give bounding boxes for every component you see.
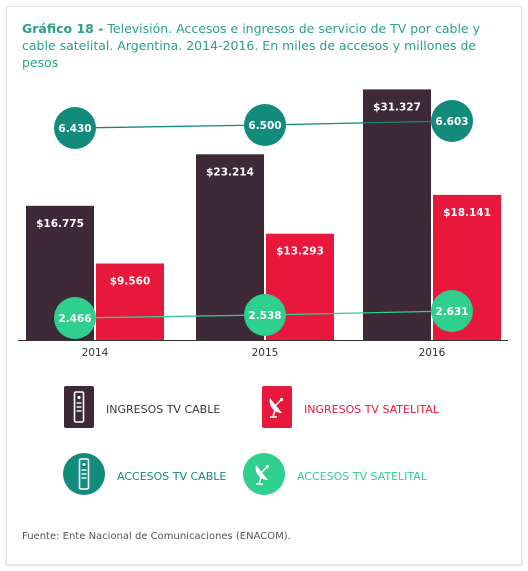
point-value-label: 2.466 [58, 313, 91, 325]
legend-item-ingresos-tv-cable: INGRESOS TV CABLE [64, 386, 220, 432]
cable-box-icon [63, 453, 105, 499]
line-point [54, 107, 96, 149]
point-value-label: 6.430 [58, 123, 91, 135]
x-tick-label: 2016 [419, 347, 446, 359]
legend-label: ACCESOS TV CABLE [117, 469, 227, 483]
bar-value-label: $9.560 [110, 276, 151, 288]
line-point [54, 297, 96, 339]
satellite-dish-icon [243, 453, 285, 499]
line-point [431, 100, 473, 142]
chart-plot: $16.775 $23.214 $31.327 $9.560 $13.293 $18.14… [18, 89, 508, 359]
legend-item-accesos-tv-satelital: ACCESOS TV SATELITAL [243, 453, 427, 499]
bar-value-label: $31.327 [373, 101, 421, 113]
legend-label: INGRESOS TV CABLE [106, 402, 221, 416]
x-tick-label: 2015 [252, 347, 279, 359]
x-tick-label: 2014 [82, 347, 109, 359]
point-value-label: 6.603 [435, 116, 468, 128]
point-value-label: 2.631 [435, 306, 468, 318]
chart-title-prefix: Gráfico 18 - [22, 21, 104, 36]
source-note: Fuente: Ente Nacional de Comunicaciones … [22, 531, 291, 542]
line-point [244, 294, 286, 336]
legend-label: ACCESOS TV SATELITAL [297, 469, 427, 483]
satellite-dish-icon [262, 386, 292, 432]
legend-item-ingresos-tv-satelital: INGRESOS TV SATELITAL [262, 386, 439, 432]
bar-value-label: $13.293 [276, 246, 324, 258]
bar-value-label: $18.141 [443, 207, 491, 219]
line-point [431, 290, 473, 332]
line-point [244, 104, 286, 146]
chart-title-text: Televisión. Accesos e ingresos de servic… [22, 21, 480, 70]
legend-label: INGRESOS TV SATELITAL [304, 402, 439, 416]
bar-value-label: $23.214 [206, 166, 254, 178]
point-value-label: 2.538 [248, 310, 281, 322]
bar [363, 89, 431, 340]
cable-box-icon [64, 386, 94, 432]
chart-title: Gráfico 18 - Televisión. Accesos e ingre… [22, 20, 512, 71]
bar [96, 263, 164, 340]
point-value-label: 6.500 [248, 120, 281, 132]
legend-item-accesos-tv-cable: ACCESOS TV CABLE [63, 453, 226, 499]
bar-value-label: $16.775 [36, 218, 84, 230]
